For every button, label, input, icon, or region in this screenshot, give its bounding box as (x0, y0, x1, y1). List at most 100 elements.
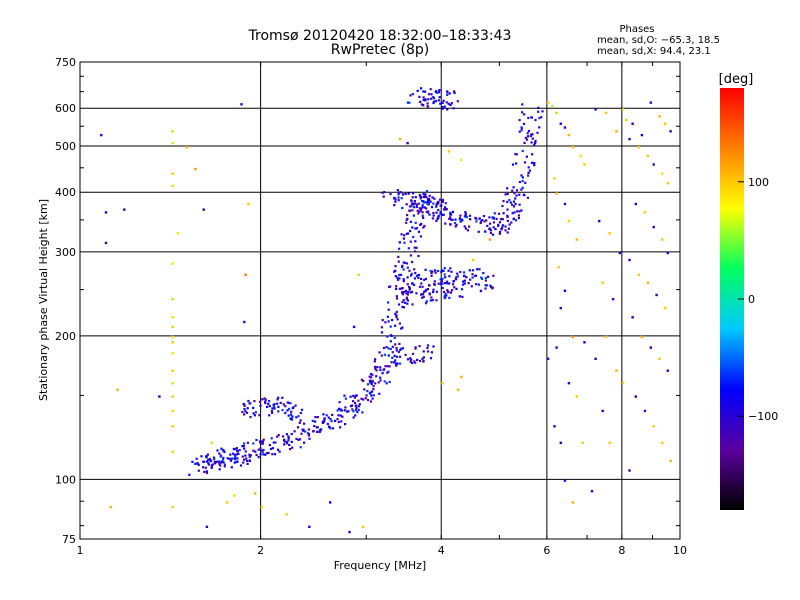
trace-point (291, 441, 293, 443)
trace-point (249, 459, 251, 461)
trace-point (496, 218, 498, 220)
trace-point (409, 289, 411, 291)
scatter-point (564, 479, 566, 481)
trace-point (419, 195, 421, 197)
trace-point (359, 403, 361, 405)
trace-point (389, 193, 391, 195)
trace-point (276, 403, 278, 405)
trace-point (490, 229, 492, 231)
trace-point (432, 217, 434, 219)
trace-point (399, 241, 401, 243)
trace-point (462, 281, 464, 283)
trace-point (433, 198, 435, 200)
trace-point (410, 274, 412, 276)
trace-point (396, 356, 398, 358)
trace-point (381, 326, 383, 328)
trace-point (428, 284, 430, 286)
trace-point (237, 453, 239, 455)
trace-point (459, 215, 461, 217)
scatter-point (116, 389, 118, 391)
trace-point (461, 219, 463, 221)
trace-point (508, 199, 510, 201)
trace-point (410, 241, 412, 243)
trace-point (386, 335, 388, 337)
trace-point (202, 466, 204, 468)
trace-point (258, 414, 260, 416)
trace-point (379, 369, 381, 371)
trace-point (297, 415, 299, 417)
trace-point (259, 405, 261, 407)
trace-point (429, 195, 431, 197)
trace-point (399, 363, 401, 365)
y-axis-label: Stationary phase Virtual Height [km] (37, 199, 50, 401)
trace-point (374, 358, 376, 360)
trace-point (439, 96, 441, 98)
scatter-point (628, 469, 630, 471)
trace-point (450, 213, 452, 215)
trace-point (449, 267, 451, 269)
trace-point (407, 267, 409, 269)
scatter-point (605, 336, 607, 338)
trace-point (374, 382, 376, 384)
trace-point (373, 394, 375, 396)
trace-point (313, 430, 315, 432)
trace-point (336, 418, 338, 420)
trace-point (415, 196, 417, 198)
trace-point (441, 106, 443, 108)
trace-point (395, 275, 397, 277)
trace-point (243, 408, 245, 410)
trace-point (270, 448, 272, 450)
trace-point (410, 221, 412, 223)
trace-point (419, 345, 421, 347)
scatter-point (653, 425, 655, 427)
scatter-point (602, 410, 604, 412)
trace-point (317, 416, 319, 418)
trace-point (411, 209, 413, 211)
scatter-point (123, 208, 125, 210)
trace-point (403, 261, 405, 263)
trace-point (262, 449, 264, 451)
trace-point (354, 402, 356, 404)
trace-point (219, 461, 221, 463)
scatter-point (177, 232, 179, 234)
trace-point (394, 325, 396, 327)
trace-point (300, 412, 302, 414)
trace-point (486, 225, 488, 227)
scatter-point (631, 123, 633, 125)
trace-point (269, 405, 271, 407)
scatter-point (605, 112, 607, 114)
trace-point (433, 215, 435, 217)
trace-point (508, 228, 510, 230)
trace-point (397, 196, 399, 198)
trace-point (529, 170, 531, 172)
trace-point (288, 408, 290, 410)
scatter-point (171, 370, 173, 372)
trace-point (247, 463, 249, 465)
trace-point (534, 119, 536, 121)
trace-point (421, 206, 423, 208)
trace-point (438, 89, 440, 91)
trace-point (331, 414, 333, 416)
scatter-point (560, 307, 562, 309)
trace-point (345, 398, 347, 400)
trace-point (475, 283, 477, 285)
trace-point (449, 104, 451, 106)
scatter-point (583, 341, 585, 343)
trace-point (493, 221, 495, 223)
trace-point (502, 218, 504, 220)
y-tick-label: 750 (55, 56, 76, 69)
trace-point (395, 198, 397, 200)
trace-point (350, 396, 352, 398)
scatter-point (591, 490, 593, 492)
trace-point (247, 400, 249, 402)
trace-point (416, 206, 418, 208)
trace-point (414, 272, 416, 274)
trace-point (501, 205, 503, 207)
trace-point (271, 453, 273, 455)
trace-point (487, 276, 489, 278)
trace-point (446, 108, 448, 110)
trace-point (308, 428, 310, 430)
trace-point (376, 366, 378, 368)
trace-point (284, 412, 286, 414)
trace-point (414, 348, 416, 350)
